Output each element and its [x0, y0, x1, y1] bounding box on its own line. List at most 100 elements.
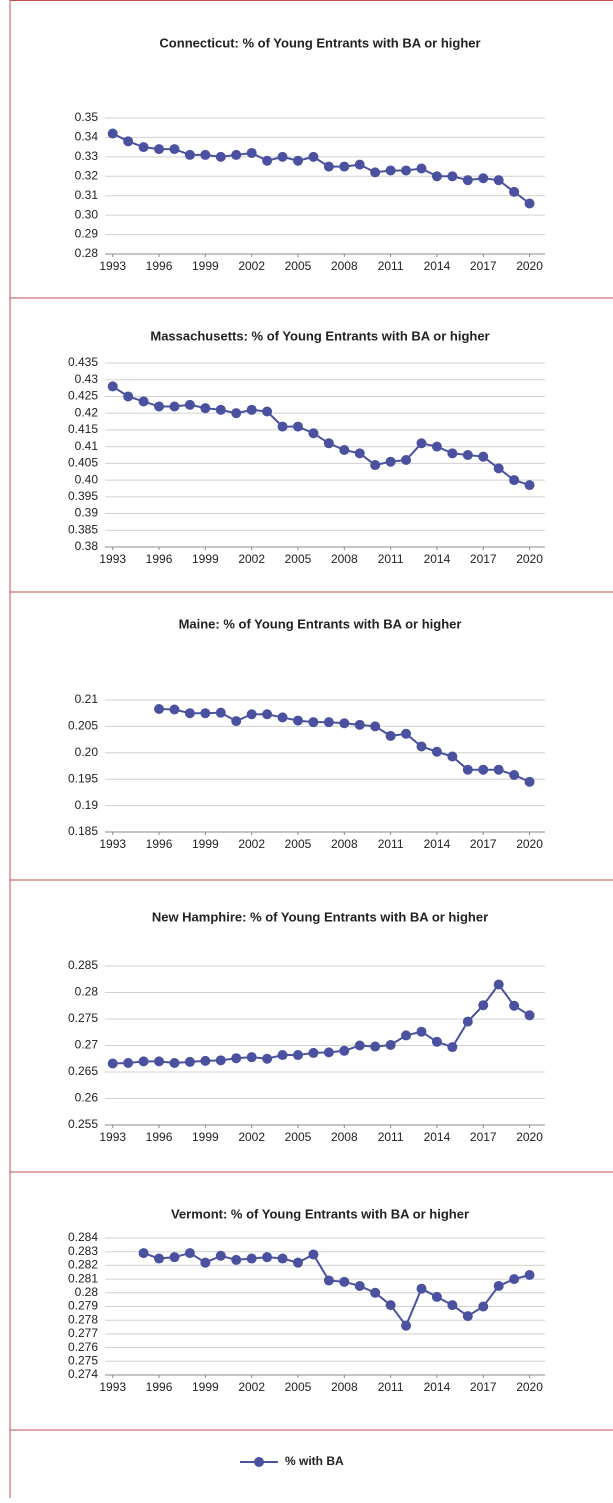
data-point	[262, 1252, 273, 1263]
data-point	[308, 717, 319, 728]
x-tick-label: 2011	[378, 552, 404, 566]
data-point	[200, 1257, 211, 1268]
data-point	[447, 171, 458, 182]
data-point	[277, 1253, 288, 1264]
data-point	[123, 136, 134, 147]
x-tick-label: 1999	[192, 259, 219, 273]
chart-title: Maine: % of Young Entrants with BA or hi…	[179, 616, 462, 631]
data-point	[154, 703, 165, 714]
x-tick-label: 2011	[378, 837, 404, 851]
y-tick-label: 0.395	[68, 489, 98, 503]
data-point	[509, 1274, 520, 1285]
data-point	[246, 1253, 257, 1264]
y-tick-label: 0.276	[68, 1340, 98, 1354]
data-point	[323, 161, 334, 172]
data-point	[370, 1287, 381, 1298]
data-point	[478, 1301, 489, 1312]
data-point	[339, 161, 350, 172]
data-point	[169, 401, 180, 412]
y-tick-label: 0.285	[68, 958, 98, 972]
data-point	[524, 1010, 535, 1021]
series-line	[112, 982, 531, 1065]
x-tick-label: 2002	[238, 837, 265, 851]
data-point	[447, 1300, 458, 1311]
data-point	[401, 1320, 412, 1331]
data-point	[154, 1253, 165, 1264]
data-point	[231, 1053, 242, 1064]
data-point	[169, 1252, 180, 1263]
series-line	[112, 385, 530, 487]
x-tick-label: 2020	[516, 1380, 543, 1394]
data-point	[493, 175, 504, 186]
x-tick-label: 2017	[470, 552, 497, 566]
y-tick-label: 0.21	[75, 692, 99, 706]
x-tick-label: 2005	[285, 1380, 312, 1394]
data-point	[493, 764, 504, 775]
data-point	[447, 751, 458, 762]
y-tick-label: 0.38	[75, 539, 99, 553]
data-point	[478, 764, 489, 775]
y-tick-label: 0.279	[68, 1299, 98, 1313]
data-point	[370, 721, 381, 732]
data-point	[385, 165, 396, 176]
x-tick-label: 2008	[331, 552, 358, 566]
x-tick-label: 1993	[99, 1130, 126, 1144]
x-tick-label: 1993	[99, 552, 126, 566]
y-tick-label: 0.30	[75, 207, 99, 221]
data-point	[215, 1250, 226, 1261]
data-point	[416, 741, 427, 752]
data-point	[509, 475, 520, 486]
data-point	[385, 1300, 396, 1311]
data-point	[231, 408, 242, 419]
data-point	[416, 1283, 427, 1294]
x-tick-label: 2014	[424, 1380, 451, 1394]
y-tick-label: 0.415	[68, 422, 98, 436]
data-point	[215, 1055, 226, 1066]
x-tick-label: 2002	[238, 1380, 265, 1394]
x-tick-label: 2017	[470, 837, 497, 851]
x-tick-label: 2014	[424, 1130, 451, 1144]
data-point	[169, 704, 180, 715]
data-point	[416, 1026, 427, 1037]
y-tick-label: 0.385	[68, 522, 98, 536]
data-point	[231, 716, 242, 727]
data-point	[354, 1040, 365, 1051]
data-point	[200, 1055, 211, 1066]
x-tick-label: 1996	[146, 837, 173, 851]
data-point	[231, 1254, 242, 1265]
data-point	[200, 149, 211, 160]
x-tick-label: 2011	[378, 1130, 404, 1144]
data-point	[277, 1050, 288, 1061]
chart-title: Vermont: % of Young Entrants with BA or …	[171, 1206, 469, 1221]
data-point	[385, 730, 396, 741]
y-tick-label: 0.32	[75, 168, 99, 182]
data-point	[493, 463, 504, 474]
y-tick-label: 0.28	[75, 985, 99, 999]
y-tick-label: 0.277	[68, 1326, 98, 1340]
data-point	[169, 144, 180, 155]
x-tick-label: 2017	[470, 1130, 497, 1144]
data-point	[308, 1249, 319, 1260]
y-tick-label: 0.34	[75, 130, 99, 144]
y-tick-label: 0.40	[75, 472, 99, 486]
data-point	[292, 421, 303, 432]
data-point	[370, 167, 381, 178]
data-point	[431, 1036, 442, 1047]
data-point	[123, 1057, 134, 1068]
data-point	[215, 404, 226, 415]
data-point	[354, 719, 365, 730]
x-tick-label: 2014	[424, 552, 451, 566]
data-point	[138, 1248, 149, 1259]
data-point	[246, 404, 257, 415]
data-point	[323, 717, 334, 728]
y-tick-label: 0.195	[68, 771, 98, 785]
data-point	[154, 1056, 165, 1067]
x-tick-label: 1999	[192, 837, 219, 851]
data-point	[370, 1041, 381, 1052]
data-point	[493, 979, 504, 990]
y-tick-label: 0.284	[68, 1230, 98, 1244]
data-point	[292, 1050, 303, 1061]
x-tick-label: 2014	[424, 837, 451, 851]
y-tick-label: 0.255	[68, 1117, 98, 1131]
data-point	[107, 381, 118, 392]
